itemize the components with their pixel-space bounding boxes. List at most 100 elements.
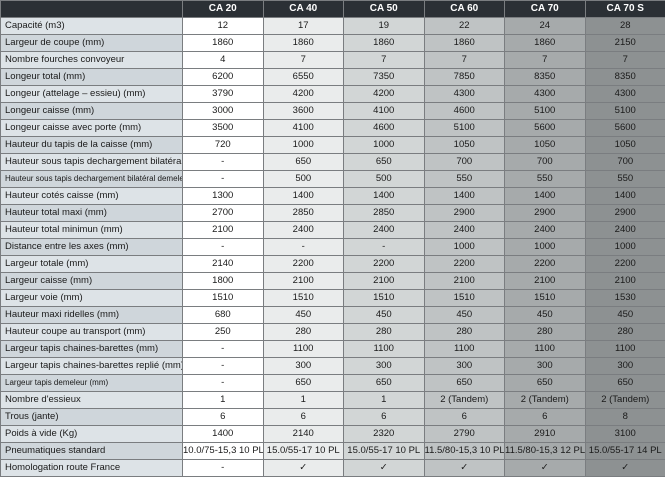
table-row: Largeur caisse (mm) 1800 2100 2100 2100 2100 2… [0,272,665,290]
table-cell: 2100 [182,221,264,239]
table-cell: 1400 [504,187,586,205]
table-cell: 1 [182,391,264,409]
table-cell: 15.0/55-17 10 PL [343,442,425,460]
table-cell: 650 [262,374,344,392]
table-cell: 5100 [423,119,505,137]
table-cell: 1400 [182,425,264,443]
table-row: Distance entre les axes (mm) - - -1000 1000 1… [0,238,665,256]
row-label: Longeur total (mm) [0,68,183,86]
table-cell: 6 [504,408,586,426]
table-cell: 11.5/80-15,3 10 PL [423,442,505,460]
table-row: Hauteur maxi ridelles (mm) 680 450 450 450 45… [0,306,665,324]
table-cell: 500 [343,170,425,188]
table-cell: - [182,340,264,358]
row-label: Longeur caisse (mm) [0,102,183,120]
table-cell: 2100 [504,272,586,290]
table-cell: 2200 [343,255,425,273]
row-label: Largeur tapis demeleur (mm) [0,374,183,392]
table-cell: 280 [262,323,344,341]
table-cell: 3100 [584,425,665,443]
table-cell: 7 [262,51,344,69]
table-row: Hauteur coupe au transport (mm) 250 280 280… [0,323,665,341]
table-cell: 1 [343,391,425,409]
table-cell: 5600 [584,119,665,137]
table-cell: 450 [343,306,425,324]
table-row: Largeur tapis chaines-barettes (mm) -1100… [0,340,665,358]
table-cell: ✓ [343,459,425,477]
table-row: Largeur voie (mm) 1510 1510 1510 1510 1510 153… [0,289,665,307]
table-cell: - [262,238,344,256]
table-cell: 5100 [504,102,586,120]
table-cell: 24 [504,17,586,35]
table-cell: 1050 [423,136,505,154]
column-header: CA 70 S [584,0,665,18]
table-cell: ✓ [504,459,586,477]
table-cell: 4200 [262,85,344,103]
table-cell: 2200 [504,255,586,273]
table-cell: - [343,238,425,256]
table-cell: 22 [423,17,505,35]
table-cell: - [182,238,264,256]
table-cell: 300 [504,357,586,375]
table-cell: 6550 [262,68,344,86]
table-row: Longeur caisse (mm) 3000 3600 4100 4600 5100 5… [0,102,665,120]
column-header: CA 70 [504,0,586,18]
table-cell: - [182,153,264,171]
table-cell: 1000 [584,238,665,256]
table-cell: 3000 [182,102,264,120]
table-cell: 2700 [182,204,264,222]
table-cell: 6 [343,408,425,426]
table-cell: 2200 [584,255,665,273]
table-cell: 1800 [182,272,264,290]
row-label: Longeur caisse avec porte (mm) [0,119,183,137]
row-label: Largeur tapis chaines-barettes replié (m… [0,357,183,375]
table-cell: 5600 [504,119,586,137]
table-cell: 280 [504,323,586,341]
table-cell: 650 [262,153,344,171]
table-cell: 1100 [584,340,665,358]
table-cell: 650 [423,374,505,392]
table-cell: 4200 [343,85,425,103]
table-cell: 450 [504,306,586,324]
table-cell: 450 [262,306,344,324]
table-cell: ✓ [262,459,344,477]
table-cell: 700 [504,153,586,171]
table-cell: 280 [584,323,665,341]
table-row: Capacité (m3) 12 17 19 22 24 28 [0,17,665,35]
table-cell: - [182,459,264,477]
table-cell: 6 [423,408,505,426]
table-cell: 2140 [262,425,344,443]
row-label: Hauteur total maxi (mm) [0,204,183,222]
table-cell: 1510 [423,289,505,307]
table-cell: 2400 [504,221,586,239]
table-row: Trous (jante) 6 6 6 6 6 8 [0,408,665,426]
table-cell: 1100 [343,340,425,358]
table-cell: 1100 [262,340,344,358]
table-cell: 2100 [343,272,425,290]
table-cell: 15.0/55-17 14 PL [584,442,665,460]
table-cell: 1860 [262,34,344,52]
column-header: CA 60 [423,0,505,18]
table-cell: - [182,374,264,392]
table-cell: 6200 [182,68,264,86]
table-cell: 1860 [504,34,586,52]
table-cell: 4600 [423,102,505,120]
row-label: Hauteur du tapis de la caisse (mm) [0,136,183,154]
table-cell: 6 [262,408,344,426]
table-cell: 7850 [423,68,505,86]
table-cell: 1 [262,391,344,409]
row-label: Hauteur sous tapis dechargement bilatéra… [0,153,183,171]
table-cell: 28 [584,17,665,35]
row-label: Largeur totale (mm) [0,255,183,273]
table-cell: 1000 [262,136,344,154]
table-cell: 680 [182,306,264,324]
table-cell: 500 [262,170,344,188]
table-cell: 250 [182,323,264,341]
table-cell: 650 [343,153,425,171]
row-label: Largeur de coupe (mm) [0,34,183,52]
table-cell: 15.0/55-17 10 PL [262,442,344,460]
column-header: CA 50 [343,0,425,18]
table-cell: 1400 [343,187,425,205]
table-cell: 1400 [262,187,344,205]
table-cell: 4100 [262,119,344,137]
